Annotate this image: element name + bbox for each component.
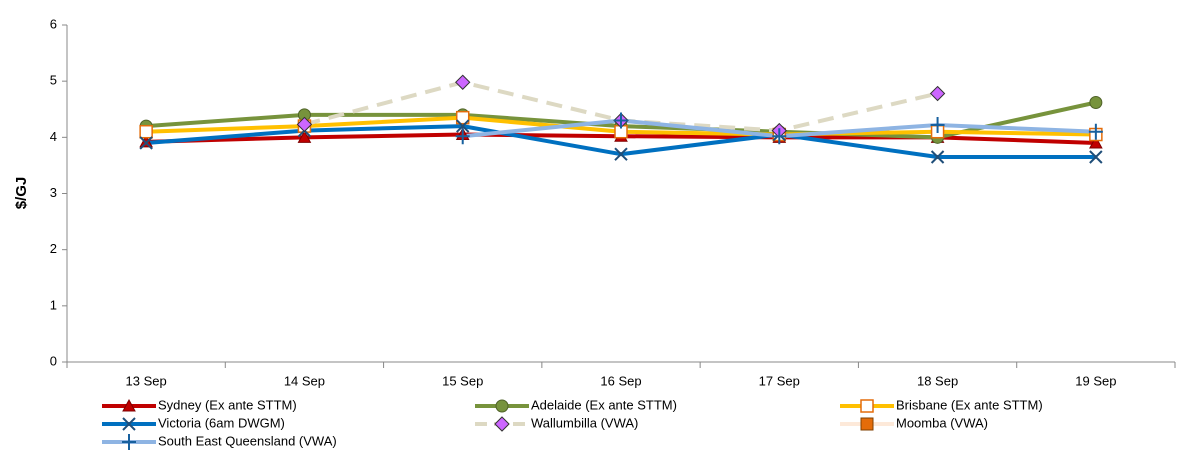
- marker: [614, 147, 628, 161]
- x-tick-label: 16 Sep: [600, 373, 641, 388]
- marker: [296, 116, 313, 133]
- marker: [455, 128, 470, 145]
- legend-label: Moomba (VWA): [896, 415, 988, 430]
- marker: [929, 85, 946, 102]
- marker: [614, 112, 628, 129]
- legend-label: Adelaide (Ex ante STTM): [531, 397, 677, 412]
- legend-label: Victoria (6am DWGM): [158, 415, 285, 430]
- marker: [1089, 96, 1103, 110]
- marker: [860, 399, 874, 413]
- legend-label: Wallumbilla (VWA): [531, 415, 638, 430]
- x-tick-label: 14 Sep: [284, 373, 325, 388]
- y-tick-label: 4: [50, 129, 57, 144]
- legend-item: Victoria (6am DWGM): [102, 415, 285, 431]
- y-tick-label: 2: [50, 241, 57, 256]
- marker: [122, 417, 136, 431]
- marker: [122, 434, 136, 450]
- marker: [1089, 150, 1103, 164]
- y-tick-label: 5: [50, 73, 57, 88]
- legend-item: South East Queensland (VWA): [102, 433, 337, 450]
- marker: [139, 124, 153, 139]
- x-tick-label: 13 Sep: [126, 373, 167, 388]
- x-tick-label: 19 Sep: [1075, 373, 1116, 388]
- marker: [456, 119, 470, 133]
- marker: [122, 398, 136, 412]
- marker: [455, 110, 470, 125]
- y-axis-label: $/GJ: [13, 177, 30, 210]
- legend-item: Wallumbilla (VWA): [475, 415, 638, 432]
- legend-item: Moomba (VWA): [840, 415, 988, 431]
- legend-item: Sydney (Ex ante STTM): [102, 397, 297, 412]
- x-tick-label: 15 Sep: [442, 373, 483, 388]
- legend-label: South East Queensland (VWA): [158, 433, 337, 448]
- marker: [860, 417, 874, 431]
- marker: [494, 416, 510, 432]
- legend-label: Sydney (Ex ante STTM): [158, 397, 297, 412]
- marker: [455, 74, 471, 90]
- x-tick-label: 17 Sep: [759, 373, 800, 388]
- y-tick-label: 3: [50, 185, 57, 200]
- marker: [495, 399, 509, 413]
- marker: [1089, 135, 1103, 149]
- legend-item: Brisbane (Ex ante STTM): [840, 397, 1043, 413]
- marker: [930, 116, 945, 133]
- y-tick-label: 6: [50, 16, 57, 31]
- legend-item: Adelaide (Ex ante STTM): [475, 397, 677, 413]
- marker: [1088, 123, 1103, 140]
- marker: [772, 128, 787, 145]
- y-tick-label: 0: [50, 353, 57, 368]
- marker: [139, 136, 153, 150]
- legend-label: Brisbane (Ex ante STTM): [896, 397, 1043, 412]
- marker: [297, 130, 312, 143]
- x-tick-label: 18 Sep: [917, 373, 958, 388]
- y-tick-label: 1: [50, 297, 57, 312]
- marker: [930, 150, 945, 164]
